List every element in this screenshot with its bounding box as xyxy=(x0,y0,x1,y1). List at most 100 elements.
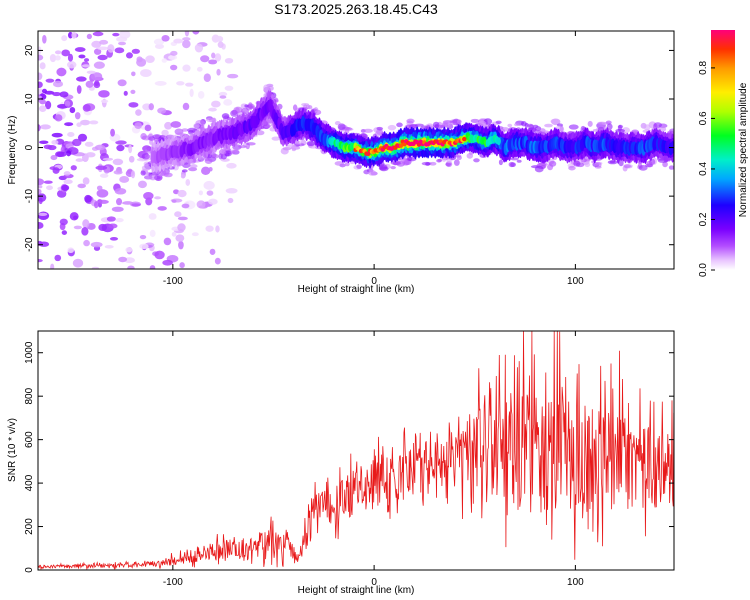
halo-blob xyxy=(508,161,515,168)
noise-blob xyxy=(124,257,135,264)
noise-blob xyxy=(91,40,102,48)
halo-blob xyxy=(181,169,188,173)
noise-blob xyxy=(92,31,104,37)
colorbar: 0.0 0.2 0.4 0.6 0.8 Normalized spectral ampl… xyxy=(698,30,749,277)
halo-blob xyxy=(526,123,534,127)
noise-blob xyxy=(76,122,82,127)
noise-blob xyxy=(197,91,205,99)
halo-blob xyxy=(232,149,239,153)
spectrogram-marks xyxy=(38,31,674,269)
halo-blob xyxy=(516,159,522,163)
noise-blob xyxy=(67,132,75,138)
halo-blob xyxy=(187,127,198,133)
noise-blob xyxy=(211,52,216,59)
noise-blob xyxy=(177,216,188,221)
noise-blob xyxy=(174,211,182,218)
halo-blob xyxy=(668,165,674,170)
noise-blob xyxy=(97,54,108,61)
noise-blob xyxy=(176,81,185,86)
halo-blob xyxy=(161,129,169,136)
noise-blob xyxy=(89,120,99,125)
noise-blob xyxy=(72,138,82,147)
noise-blob xyxy=(203,180,215,190)
noise-blob xyxy=(112,158,124,166)
y-tick-label: 800 xyxy=(24,387,35,404)
noise-blob xyxy=(154,43,165,49)
noise-blob xyxy=(51,132,63,138)
halo-blob xyxy=(643,124,651,131)
y-tick-label: 20 xyxy=(24,44,35,56)
noise-blob xyxy=(66,61,77,69)
x-tick-label: -100 xyxy=(163,577,183,588)
halo-blob xyxy=(573,160,581,167)
noise-blob xyxy=(38,188,42,195)
halo-blob xyxy=(495,120,502,124)
colorbar-label: Normalized spectral amplitude xyxy=(738,82,749,217)
halo-blob xyxy=(390,166,396,170)
noise-blob xyxy=(106,216,116,222)
noise-blob xyxy=(74,47,86,53)
noise-blob xyxy=(38,95,42,99)
x-tick-label: 0 xyxy=(371,276,377,287)
y-tick-label: -20 xyxy=(24,237,35,252)
x-tick-label: 100 xyxy=(567,276,584,287)
noise-blob xyxy=(208,59,218,65)
halo-blob xyxy=(544,123,553,128)
noise-blob xyxy=(59,218,68,226)
noise-blob xyxy=(38,258,43,263)
colorbar-tick-label: 0.0 xyxy=(698,263,709,277)
halo-blob xyxy=(550,118,559,124)
noise-blob xyxy=(128,102,139,108)
noise-blob xyxy=(211,100,221,108)
noise-blob xyxy=(54,55,61,61)
colorbar-tick-label: 0.4 xyxy=(698,162,709,176)
noise-blob xyxy=(99,173,109,178)
noise-blob xyxy=(91,266,100,269)
halo-blob xyxy=(224,150,232,157)
halo-blob xyxy=(211,154,219,159)
noise-blob xyxy=(163,237,172,246)
noise-blob xyxy=(98,223,107,232)
noise-blob xyxy=(134,122,143,129)
noise-blob xyxy=(208,107,217,112)
noise-blob xyxy=(227,197,234,204)
noise-blob xyxy=(80,119,91,126)
noise-blob xyxy=(84,58,90,62)
halo-blob xyxy=(363,128,373,133)
halo-blob xyxy=(510,157,519,161)
noise-blob xyxy=(196,66,203,72)
noise-blob xyxy=(77,133,88,142)
noise-blob xyxy=(123,90,128,96)
noise-blob xyxy=(138,180,147,189)
noise-blob xyxy=(38,185,43,189)
noise-blob xyxy=(114,47,125,54)
noise-blob xyxy=(200,55,210,63)
noise-blob xyxy=(85,80,94,88)
colorbar-gradient xyxy=(711,30,735,270)
noise-blob xyxy=(128,155,135,163)
noise-blob xyxy=(86,33,92,40)
noise-blob xyxy=(157,206,167,211)
halo-blob xyxy=(204,158,213,164)
noise-blob xyxy=(130,170,136,179)
halo-blob xyxy=(568,124,579,130)
noise-blob xyxy=(227,73,239,79)
noise-blob xyxy=(171,231,177,237)
noise-blob xyxy=(75,158,84,162)
y-tick-label: 600 xyxy=(24,431,35,448)
spectrogram-y-label: Frequency (Hz) xyxy=(7,116,18,185)
y-tick-label: 0 xyxy=(24,567,35,573)
halo-blob xyxy=(163,172,173,178)
noise-blob xyxy=(39,140,49,144)
halo-blob xyxy=(615,128,625,133)
noise-blob xyxy=(116,198,123,206)
noise-blob xyxy=(82,104,91,112)
noise-blob xyxy=(69,107,76,114)
noise-blob xyxy=(95,165,108,171)
noise-blob xyxy=(52,91,62,97)
halo-blob xyxy=(466,152,474,159)
noise-blob xyxy=(93,48,102,55)
noise-blob xyxy=(182,64,191,72)
noise-blob xyxy=(148,213,157,220)
